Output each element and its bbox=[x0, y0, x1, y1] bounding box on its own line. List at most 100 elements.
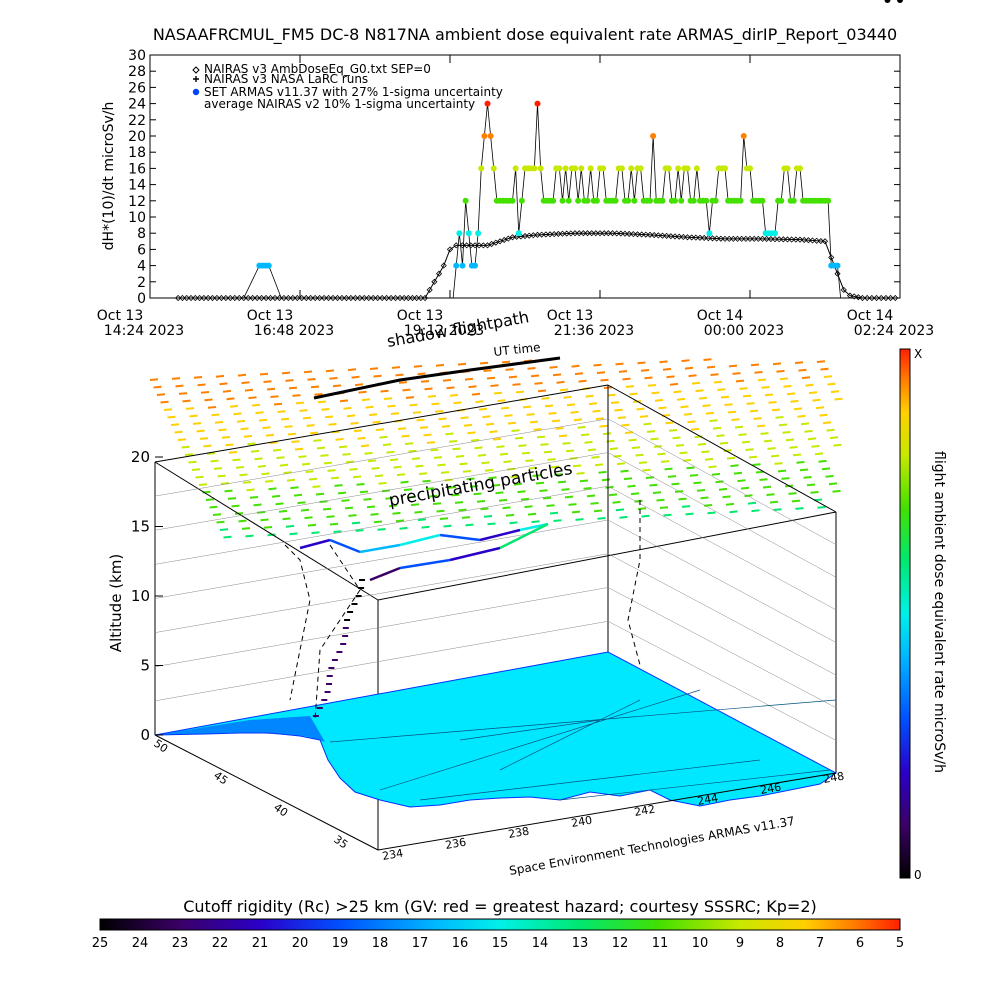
dose-field-dash bbox=[825, 474, 834, 478]
dose-field-dash bbox=[558, 434, 568, 438]
legend-diamond-icon bbox=[192, 66, 200, 74]
dose-field-dash bbox=[622, 377, 631, 381]
armas-dot-marker bbox=[462, 197, 469, 204]
dose-field-dash bbox=[505, 368, 514, 371]
dose-field-dash bbox=[386, 450, 395, 454]
dose-field-dash bbox=[247, 442, 256, 446]
longitude-tick-label: 246 bbox=[759, 781, 782, 797]
dose-field-dash bbox=[415, 464, 424, 468]
map-boundary-line bbox=[459, 719, 601, 741]
nairas-diamond-marker bbox=[534, 231, 541, 238]
dose-field-dash bbox=[402, 388, 411, 392]
dose-field-dash bbox=[534, 382, 543, 385]
dose-field-dash bbox=[305, 470, 314, 473]
latitude-tick-label: 50 bbox=[151, 737, 170, 756]
longitude-tick-label: 240 bbox=[570, 814, 593, 830]
dose-field-dash bbox=[351, 375, 360, 379]
nairas-diamond-marker bbox=[767, 235, 774, 243]
dose-field-dash bbox=[275, 502, 284, 506]
nairas-diamond-marker bbox=[617, 230, 624, 237]
dose-field-dash bbox=[723, 449, 732, 453]
dose-field-dash bbox=[678, 497, 687, 501]
map-land bbox=[154, 651, 837, 808]
dose-field-dash bbox=[801, 376, 811, 380]
longitude-tick-label: 236 bbox=[444, 836, 467, 852]
dose-field-dash bbox=[745, 448, 754, 451]
dose-field-dash bbox=[193, 376, 203, 379]
dose-field-dash bbox=[405, 396, 415, 399]
dose-field-dash bbox=[471, 392, 481, 396]
dose-field-dash bbox=[578, 379, 587, 383]
dose-field-dash bbox=[311, 531, 320, 535]
dose-field-dash bbox=[407, 495, 416, 499]
nairas-diamond-marker bbox=[705, 235, 712, 242]
nairas-diamond-marker bbox=[379, 294, 386, 302]
dose-field-dash bbox=[566, 403, 576, 407]
dose-field-dash bbox=[347, 368, 357, 372]
dose-field-dash bbox=[408, 449, 417, 453]
dose-field-dash bbox=[707, 511, 716, 515]
dose-field-dash bbox=[561, 488, 570, 491]
armas-dot-marker bbox=[484, 100, 491, 107]
dose-field-dash bbox=[255, 411, 264, 415]
dose-field-dash bbox=[448, 440, 458, 443]
dose-field-dash bbox=[708, 465, 717, 469]
dose-field-dash bbox=[769, 500, 779, 504]
dose-field-dash bbox=[775, 416, 784, 419]
dose-field-dash bbox=[600, 378, 609, 382]
dose-field-dash bbox=[574, 372, 584, 376]
dose-field-dash bbox=[452, 447, 461, 451]
nairas-diamond-marker bbox=[734, 235, 741, 242]
dose-field-dash bbox=[324, 415, 334, 419]
nairas-diamond-marker bbox=[325, 294, 332, 302]
dose-field-dash bbox=[486, 376, 496, 380]
nairas-diamond-marker bbox=[596, 230, 604, 237]
dose-field-dash bbox=[554, 473, 563, 476]
dose-field-dash bbox=[378, 481, 387, 485]
dose-field-dash bbox=[609, 447, 619, 451]
dose-field-dash bbox=[358, 390, 367, 394]
rigidity-tick-label: 24 bbox=[132, 936, 149, 951]
y-tick-label: 12 bbox=[128, 194, 146, 210]
dose-field-dash bbox=[546, 504, 555, 507]
dose-field-dash bbox=[219, 382, 228, 386]
dose-field-dash bbox=[467, 431, 476, 435]
dose-field-dash bbox=[204, 398, 213, 402]
nairas-diamond-marker bbox=[294, 294, 301, 302]
nairas-diamond-marker bbox=[780, 236, 787, 243]
dose-field-dash bbox=[789, 446, 798, 449]
nairas-diamond-marker bbox=[680, 233, 687, 241]
nairas-diamond-marker bbox=[213, 294, 221, 302]
x-tick-label-date: Oct 13 bbox=[97, 308, 143, 324]
dose-field-dash bbox=[637, 361, 646, 365]
dose-field-dash bbox=[469, 485, 479, 488]
dose-field-dash bbox=[356, 483, 365, 486]
dose-field-dash bbox=[220, 482, 230, 485]
nairas-diamond-marker bbox=[613, 230, 620, 237]
dose-field-dash bbox=[361, 398, 371, 402]
nairas-diamond-marker bbox=[312, 294, 319, 302]
longitude-tick-label: 234 bbox=[381, 847, 404, 863]
y-tick-label: 20 bbox=[128, 129, 146, 145]
dose-field-dash bbox=[163, 408, 173, 411]
dose-field-dash bbox=[403, 488, 413, 492]
nairas-diamond-marker bbox=[392, 294, 399, 302]
dose-field-dash bbox=[245, 534, 254, 538]
dose-field-dash bbox=[246, 488, 255, 492]
nairas-diamond-marker bbox=[817, 237, 824, 245]
dose-field-dash bbox=[601, 478, 611, 482]
dose-field-dash bbox=[543, 450, 553, 454]
dose-field-dash bbox=[388, 504, 398, 508]
dose-field-dash bbox=[513, 482, 523, 486]
dose-field-dash bbox=[777, 469, 787, 473]
dose-field-dash bbox=[586, 494, 596, 498]
dose-field-dash bbox=[536, 435, 546, 439]
dose-field-dash bbox=[487, 522, 496, 526]
flightpath-segment bbox=[399, 558, 451, 570]
dose-field-dash bbox=[373, 520, 383, 524]
dose-field-dash bbox=[816, 360, 826, 363]
dose-field-dash bbox=[482, 415, 491, 419]
armas-dot-marker bbox=[490, 165, 497, 172]
legend-plus-icon bbox=[193, 76, 199, 82]
